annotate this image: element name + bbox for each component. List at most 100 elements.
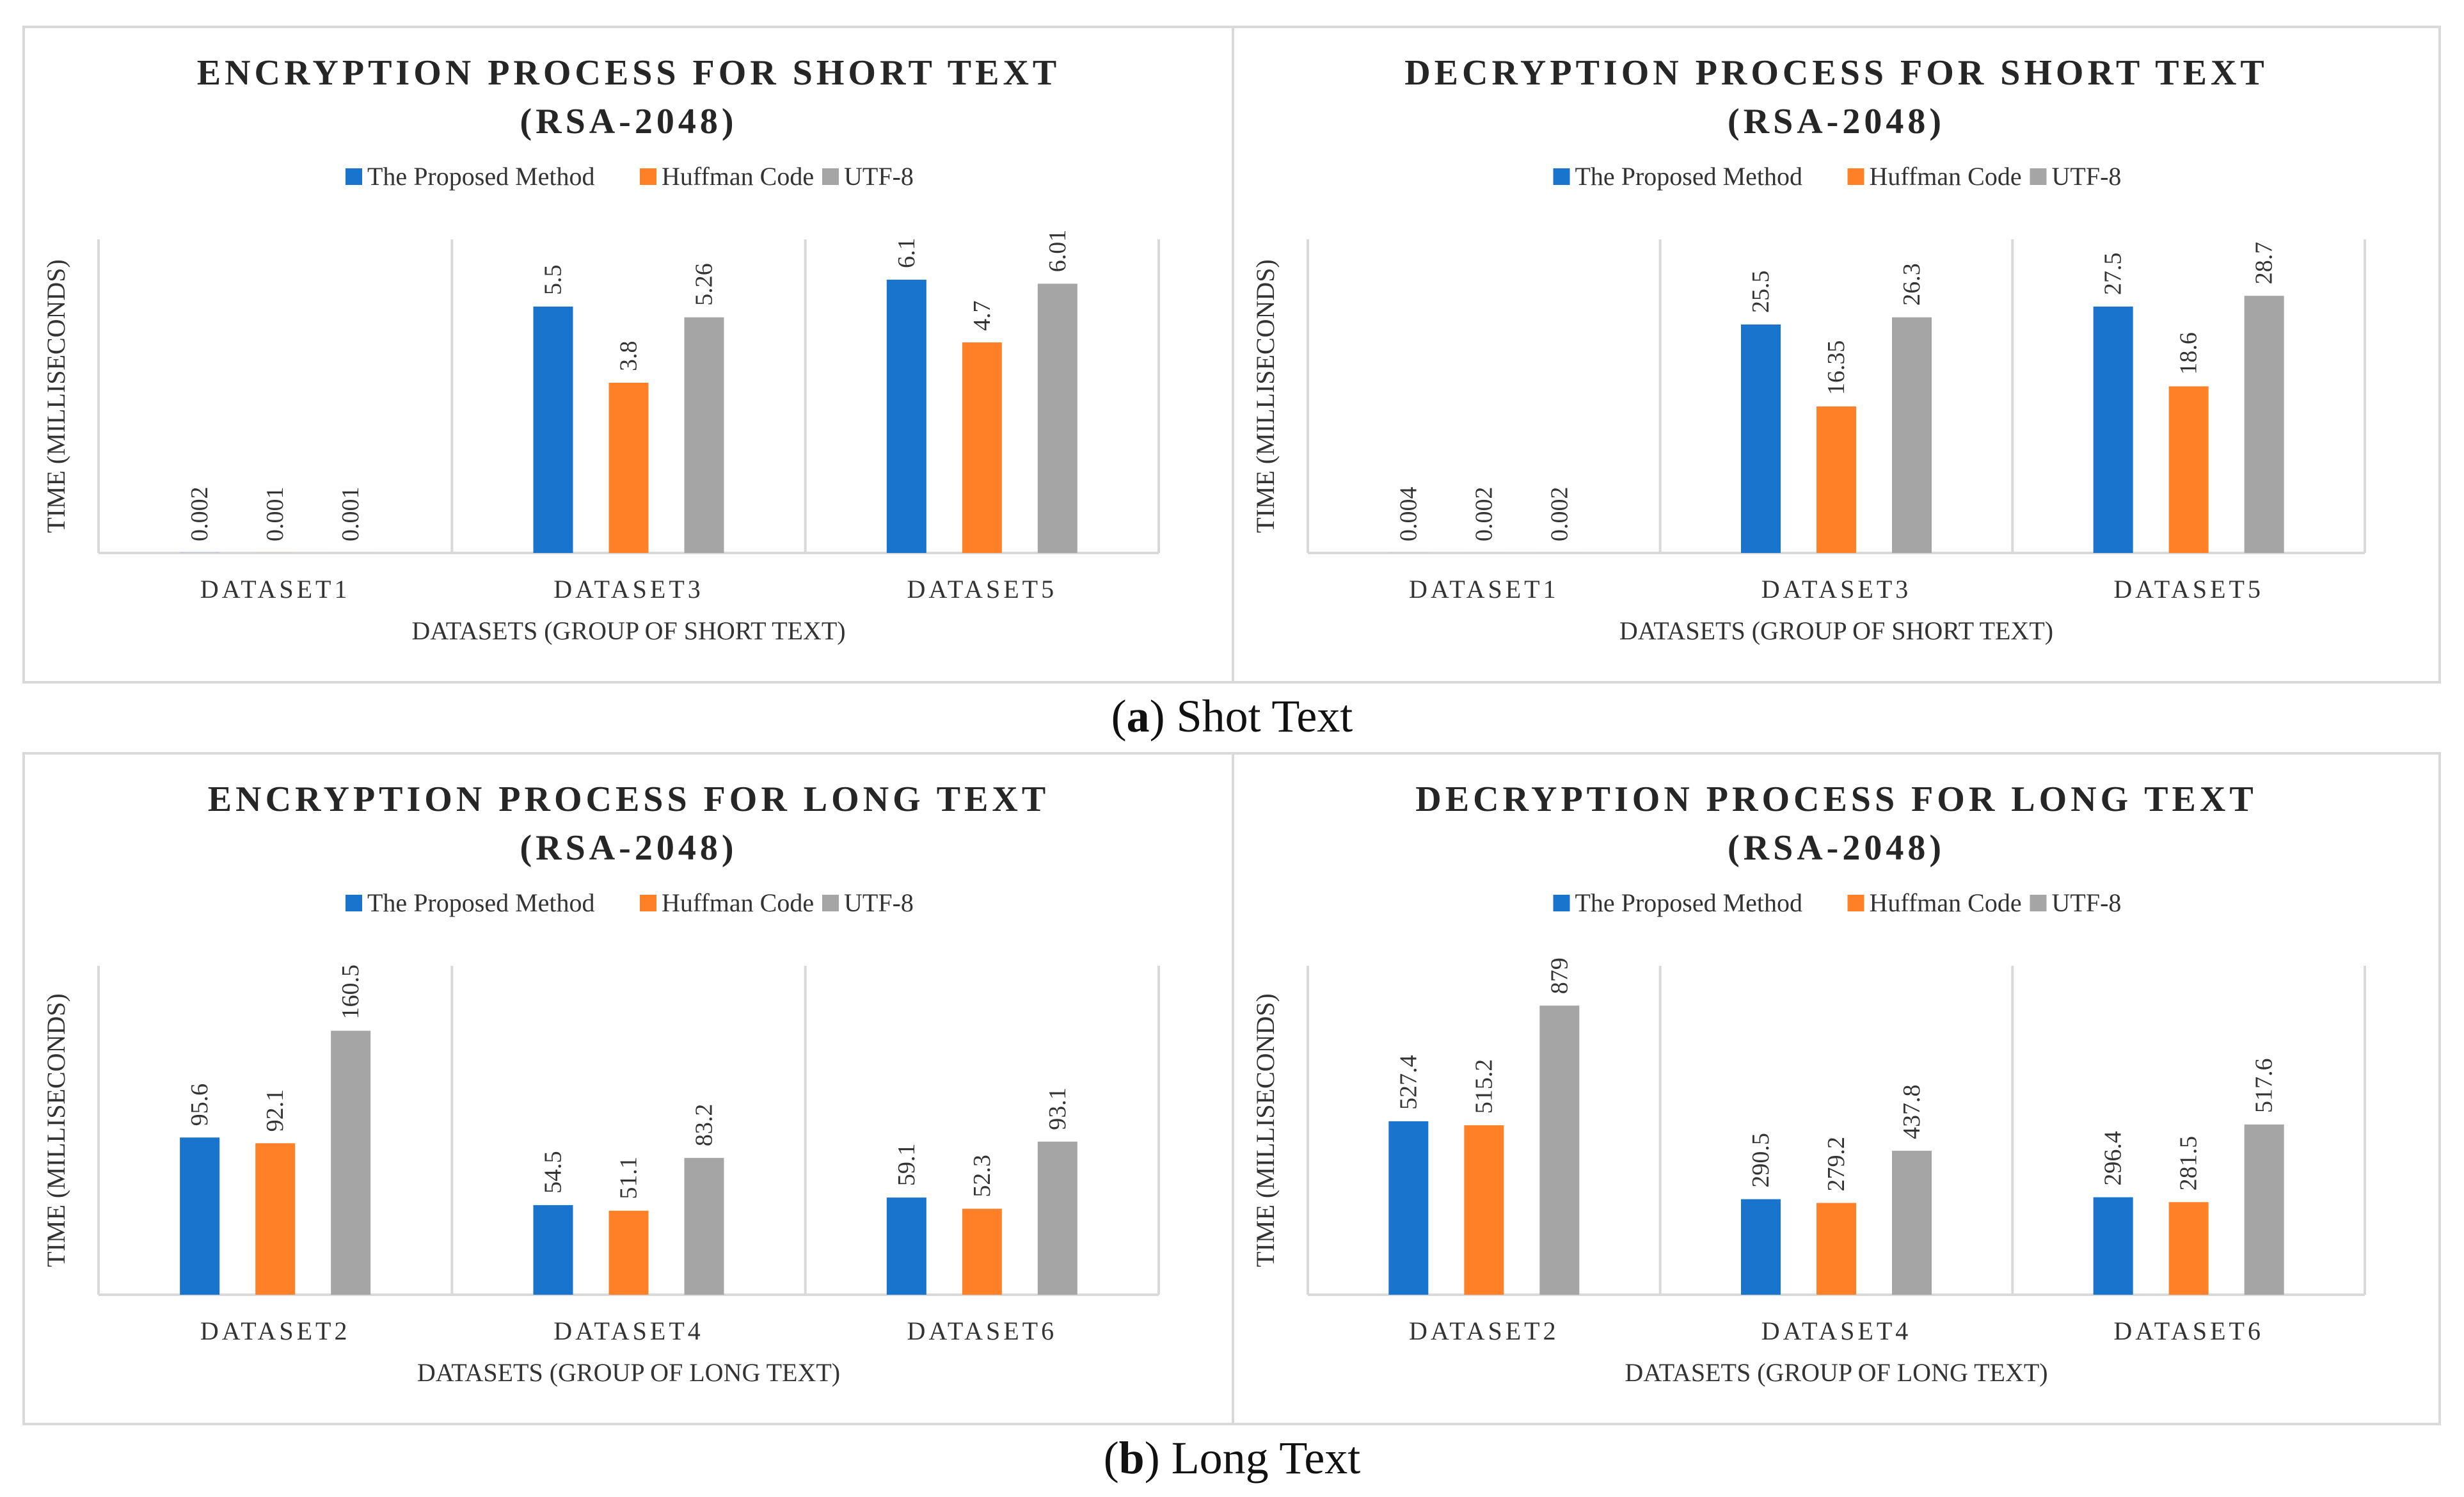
category-label: DATASET1	[1409, 575, 1559, 604]
bar-proposed	[1741, 1199, 1781, 1295]
category-label: DATASET5	[2113, 575, 2264, 604]
chart-svg: ENCRYPTION PROCESS FOR LONG TEXT (RSA-204…	[42, 780, 1160, 1387]
data-label: 92.1	[262, 1089, 289, 1132]
data-label: 0.001	[337, 486, 364, 541]
bar-huffman	[2168, 386, 2209, 553]
bar-proposed	[1741, 324, 1781, 553]
bar-huffman	[608, 1210, 649, 1295]
category-label: DATASET2	[1409, 1317, 1559, 1345]
data-label: 290.5	[1747, 1133, 1774, 1188]
legend-label-utf8: UTF-8	[2052, 888, 2122, 917]
data-label: 28.7	[2251, 242, 2278, 285]
data-label: 3.8	[616, 341, 642, 372]
bar-utf8	[2244, 1124, 2284, 1295]
x-axis-label: DATASETS (GROUP OF SHORT TEXT)	[1619, 616, 2053, 645]
data-label: 52.3	[969, 1155, 996, 1197]
legend-label-huffman: Huffman Code	[1870, 888, 2022, 917]
chart-title-line: (RSA-2048)	[1728, 102, 1945, 141]
legend-label-huffman: Huffman Code	[662, 162, 814, 191]
category-label: DATASET6	[2113, 1317, 2264, 1345]
data-label: 296.4	[2100, 1131, 2127, 1186]
legend-swatch-proposed	[346, 895, 362, 911]
x-axis-label: DATASETS (GROUP OF LONG TEXT)	[417, 1358, 840, 1387]
legend-swatch-utf8	[2030, 895, 2047, 911]
bar-proposed	[533, 307, 573, 553]
chart-svg: DECRYPTION PROCESS FOR SHORT TEXT (RSA-20…	[1251, 53, 2366, 645]
bar-proposed	[2093, 1197, 2133, 1295]
data-label: 0.002	[1470, 486, 1497, 541]
bar-huffman	[962, 1208, 1002, 1295]
data-label: 515.2	[1470, 1059, 1497, 1114]
caption-b: (b) Long Text	[1103, 1432, 1361, 1484]
data-label: 437.8	[1898, 1084, 1925, 1139]
legend-swatch-proposed	[1553, 168, 1570, 185]
data-label: 6.01	[1044, 230, 1071, 273]
data-label: 95.6	[186, 1084, 213, 1126]
bar-huffman	[255, 1143, 296, 1295]
chart-title-line: ENCRYPTION PROCESS FOR LONG TEXT	[208, 780, 1049, 819]
chart-panel-encryption-long: ENCRYPTION PROCESS FOR LONG TEXT (RSA-204…	[22, 752, 1235, 1425]
bar-proposed	[886, 1197, 926, 1295]
category-label: DATASET6	[907, 1317, 1058, 1345]
chart-svg: DECRYPTION PROCESS FOR LONG TEXT (RSA-204…	[1251, 780, 2366, 1387]
data-label: 0.001	[262, 486, 289, 541]
bar-proposed	[180, 1137, 220, 1295]
bar-utf8	[1539, 1005, 1580, 1295]
bar-utf8	[1892, 317, 1932, 553]
data-label: 0.004	[1395, 486, 1422, 541]
category-label: DATASET3	[1761, 575, 1912, 604]
data-label: 879	[1546, 957, 1573, 994]
caption-b-letter: b	[1118, 1432, 1145, 1484]
data-label: 26.3	[1898, 263, 1925, 306]
chart-panel-encryption-short: ENCRYPTION PROCESS FOR SHORT TEXT (RSA-20…	[22, 26, 1235, 684]
bar-utf8	[684, 1158, 724, 1295]
y-axis-label: TIME (MILLISECONDS)	[1251, 259, 1280, 533]
bar-huffman	[1464, 1125, 1504, 1295]
chart-title-line: (RSA-2048)	[1728, 828, 1945, 868]
data-label: 0.002	[186, 486, 213, 541]
caption-a-text: Shot Text	[1164, 691, 1353, 742]
chart-title-line: (RSA-2048)	[520, 102, 738, 141]
bar-proposed	[1388, 1121, 1429, 1295]
chart-svg: ENCRYPTION PROCESS FOR SHORT TEXT (RSA-20…	[42, 53, 1160, 645]
legend-label-huffman: Huffman Code	[662, 888, 814, 917]
y-axis-label: TIME (MILLISECONDS)	[42, 259, 70, 533]
chart-title-line: (RSA-2048)	[520, 828, 738, 868]
y-axis-label: TIME (MILLISECONDS)	[1251, 993, 1280, 1267]
bar-utf8	[2244, 296, 2284, 553]
data-label: 6.1	[893, 238, 920, 269]
caption-b-text: Long Text	[1159, 1432, 1361, 1484]
bar-proposed	[886, 280, 926, 553]
bar-utf8	[1037, 1141, 1077, 1295]
caption-a-letter: a	[1126, 691, 1150, 742]
legend-label-utf8: UTF-8	[844, 888, 914, 917]
bar-huffman	[1816, 1203, 1856, 1295]
bar-proposed	[2093, 307, 2133, 553]
data-label: 160.5	[337, 965, 364, 1020]
data-label: 54.5	[540, 1151, 567, 1194]
data-label: 93.1	[1044, 1087, 1071, 1130]
y-axis-label: TIME (MILLISECONDS)	[42, 993, 70, 1267]
data-label: 281.5	[2175, 1136, 2202, 1191]
data-label: 83.2	[691, 1104, 718, 1147]
legend-swatch-utf8	[2030, 168, 2047, 185]
bar-utf8	[1892, 1150, 1932, 1295]
data-label: 16.35	[1823, 340, 1850, 396]
category-label: DATASET2	[200, 1317, 351, 1345]
data-label: 59.1	[893, 1144, 920, 1187]
legend-swatch-huffman	[1847, 168, 1864, 185]
chart-title-line: ENCRYPTION PROCESS FOR SHORT TEXT	[197, 53, 1061, 93]
bar-huffman	[1816, 406, 1856, 553]
data-label: 5.5	[540, 265, 567, 296]
x-axis-label: DATASETS (GROUP OF SHORT TEXT)	[411, 616, 845, 645]
chart-panel-decryption-short: DECRYPTION PROCESS FOR SHORT TEXT (RSA-20…	[1232, 26, 2441, 684]
category-label: DATASET4	[1761, 1317, 1912, 1345]
bar-proposed	[533, 1205, 573, 1295]
legend-swatch-huffman	[1847, 895, 1864, 911]
legend-label-utf8: UTF-8	[844, 162, 914, 191]
category-label: DATASET5	[907, 575, 1058, 604]
bar-utf8	[1037, 284, 1077, 553]
legend-swatch-huffman	[640, 895, 656, 911]
legend-label-huffman: Huffman Code	[1870, 162, 2022, 191]
bar-huffman	[608, 383, 649, 553]
